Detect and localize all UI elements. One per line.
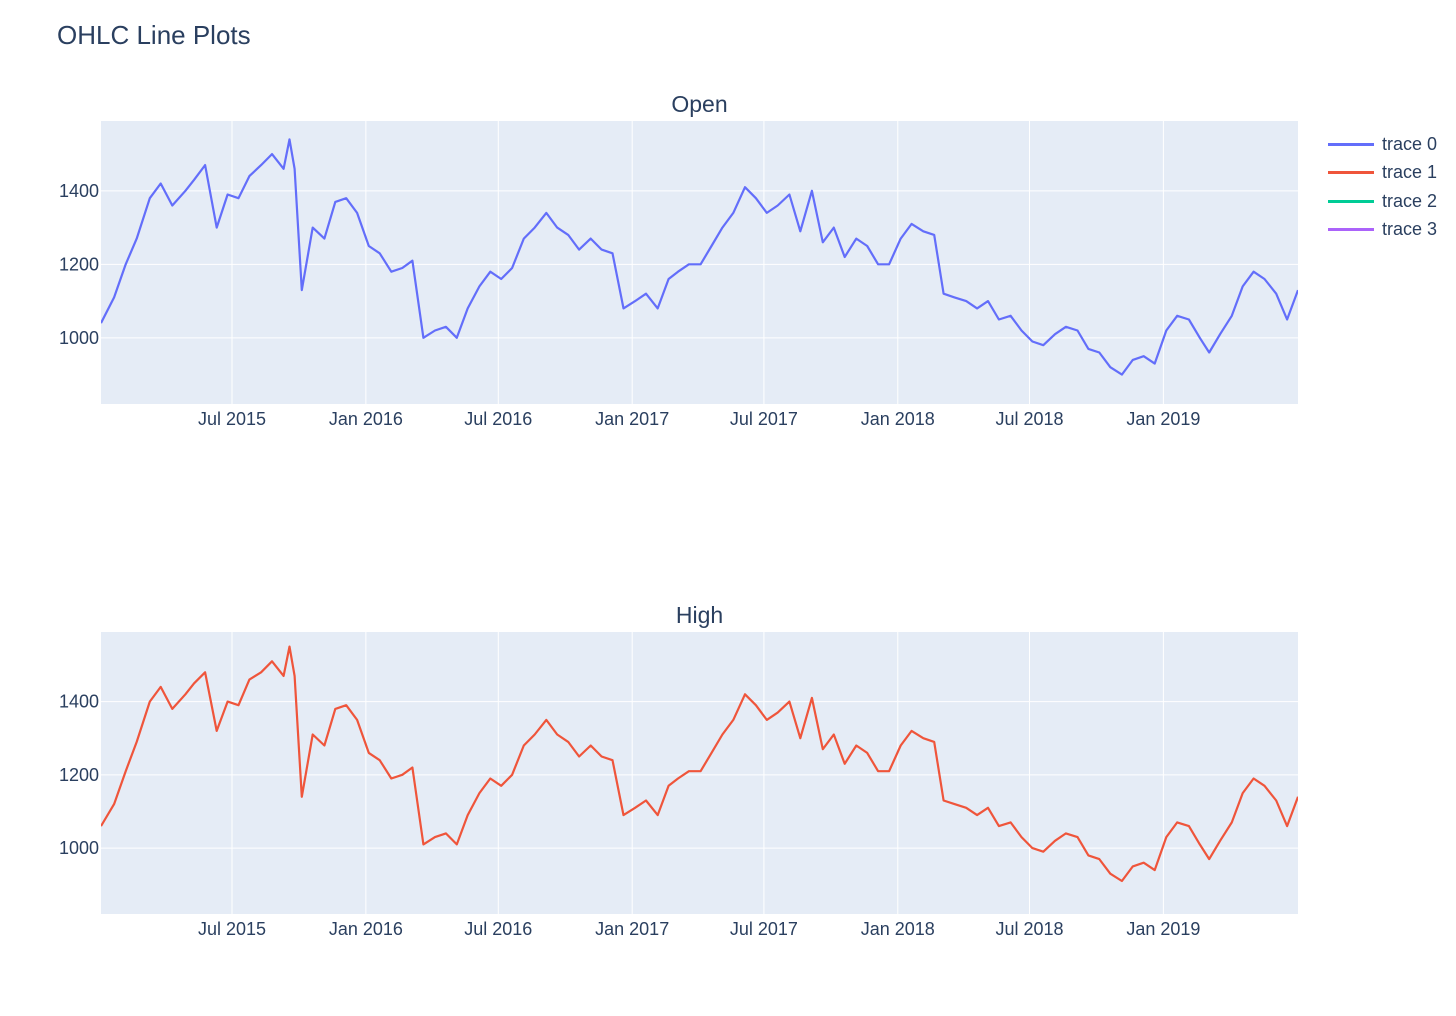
x-tick-label: Jul 2018 [995, 919, 1063, 939]
legend-label: trace 1 [1382, 162, 1438, 183]
legend-label: trace 3 [1382, 219, 1438, 240]
x-tick-label: Jul 2018 [995, 409, 1063, 429]
legend-swatch-icon [1328, 142, 1374, 146]
series-line-trace-1[interactable] [101, 645, 1298, 883]
legend-swatch-icon [1328, 228, 1374, 232]
legend-swatch-icon [1328, 199, 1374, 203]
x-tick-label: Jan 2019 [1126, 409, 1200, 429]
x-tick-label: Jul 2016 [464, 919, 532, 939]
x-tick-label: Jul 2015 [198, 919, 266, 939]
x-tick-label: Jul 2017 [730, 919, 798, 939]
subplot-title: Open [671, 91, 727, 117]
y-tick-label: 1400 [59, 692, 99, 712]
y-tick-label: 1400 [59, 181, 99, 201]
y-tick-label: 1000 [59, 838, 99, 858]
x-tick-label: Jul 2016 [464, 409, 532, 429]
legend-label: trace 2 [1382, 190, 1438, 211]
legend-item-trace-3[interactable]: trace 3 [1328, 216, 1437, 245]
legend-item-trace-0[interactable]: trace 0 [1328, 130, 1437, 159]
x-tick-label: Jan 2017 [595, 919, 669, 939]
legend-swatch-icon [1328, 171, 1374, 175]
x-tick-label: Jul 2015 [198, 409, 266, 429]
plot-area[interactable] [101, 632, 1298, 914]
chart-title: OHLC Line Plots [57, 20, 251, 50]
x-tick-label: Jan 2017 [595, 409, 669, 429]
x-tick-label: Jan 2016 [329, 919, 403, 939]
x-tick-label: Jul 2017 [730, 409, 798, 429]
y-tick-label: 1200 [59, 765, 99, 785]
y-tick-label: 1200 [59, 254, 99, 274]
subplot-1: Jul 2015 Jan 2016 Jul 2016 Jan 2017 Jul 2017… [59, 602, 1298, 939]
legend-item-trace-1[interactable]: trace 1 [1328, 159, 1437, 188]
legend: trace 0 trace 1 trace 2 trace 3 [1328, 130, 1437, 244]
series-line-trace-0[interactable] [101, 138, 1298, 376]
x-tick-label: Jan 2018 [861, 409, 935, 429]
legend-label: trace 0 [1382, 133, 1438, 154]
subplot-0: Jul 2015 Jan 2016 Jul 2016 Jan 2017 Jul 2017… [59, 91, 1298, 429]
x-tick-label: Jan 2016 [329, 409, 403, 429]
x-tick-label: Jan 2019 [1126, 919, 1200, 939]
subplot-title: High [676, 602, 723, 628]
x-tick-label: Jan 2018 [861, 919, 935, 939]
legend-item-trace-2[interactable]: trace 2 [1328, 187, 1437, 216]
y-tick-label: 1000 [59, 328, 99, 348]
